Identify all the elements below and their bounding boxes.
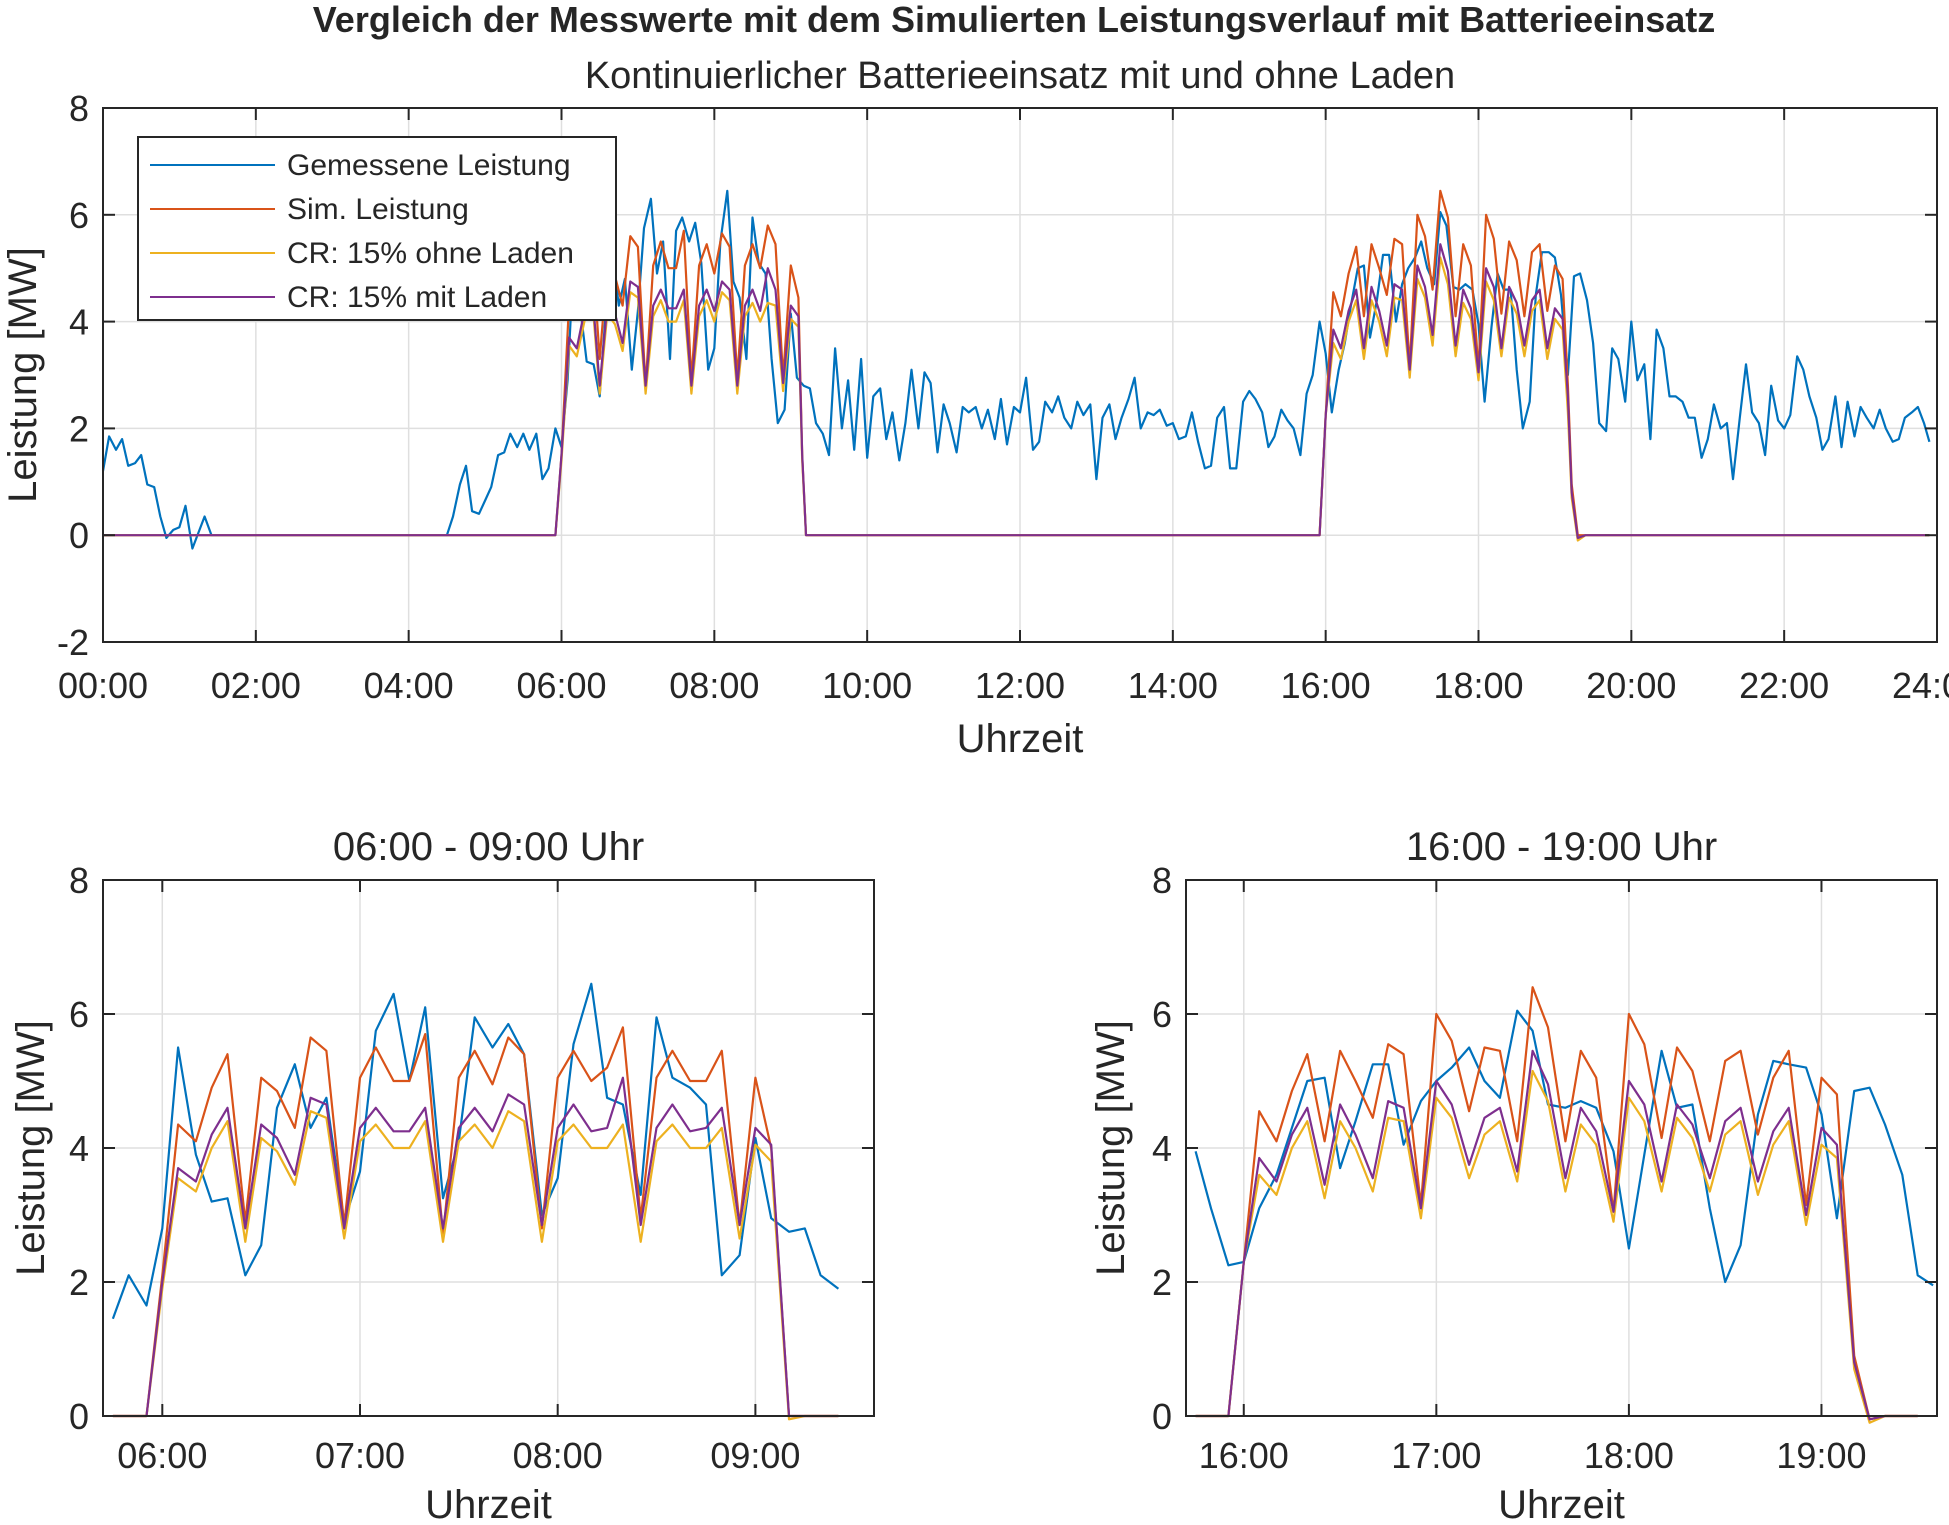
y-tick-label: 0 <box>69 1396 89 1437</box>
series-line-cr-with <box>103 243 1930 539</box>
series-line-measured <box>101 189 1931 550</box>
x-tick-label: 08:00 <box>669 665 759 706</box>
x-tick-label: 00:00 <box>58 665 148 706</box>
x-tick-label: 24:00 <box>1892 665 1949 706</box>
x-tick-label: 18:00 <box>1584 1435 1674 1476</box>
legend-label-cr-without: CR: 15% ohne Laden <box>287 237 574 270</box>
y-tick-label: 8 <box>69 860 89 901</box>
x-tick-label: 22:00 <box>1739 665 1829 706</box>
series-line-simulated <box>1195 986 1918 1421</box>
x-tick-label: 14:00 <box>1128 665 1218 706</box>
x-axis-label: Uhrzeit <box>425 1483 552 1525</box>
overview-plot: 00:00 02:00 04:00 06:00 08:00 10:00 12:00 14:00… <box>1 55 1949 761</box>
legend-label-simulated: Sim. Leistung <box>287 193 469 226</box>
y-tick-label: -2 <box>57 622 89 663</box>
y-tick-label: 4 <box>69 1128 89 1169</box>
series-line-measured <box>111 982 840 1320</box>
x-tick-label: 08:00 <box>513 1435 603 1476</box>
x-tick-label: 10:00 <box>822 665 912 706</box>
legend: Gemessene Leistung Sim. Leistung CR: 15%… <box>137 136 617 321</box>
x-tick-label: 19:00 <box>1776 1435 1866 1476</box>
y-axis-label: Leistung [MW] <box>1089 1020 1133 1276</box>
morning-zoom-plot: 06:00 07:00 08:00 09:00 0 2 4 6 8 06:00 - 09:00 U… <box>9 825 875 1525</box>
legend-entry-cr-without: CR: 15% ohne Laden <box>150 237 574 270</box>
y-tick-label: 8 <box>1152 860 1172 901</box>
y-tick-label: 2 <box>1152 1262 1172 1303</box>
y-tick-label: 4 <box>69 302 89 343</box>
y-tick-label: 6 <box>69 994 89 1035</box>
x-tick-label: 02:00 <box>211 665 301 706</box>
series-line-simulated <box>112 1026 839 1418</box>
series-line-cr-without <box>112 1110 839 1421</box>
y-tick-label: 6 <box>69 195 89 236</box>
legend-box <box>137 136 617 321</box>
x-tick-label: 18:00 <box>1433 665 1523 706</box>
plot-title: 16:00 - 19:00 Uhr <box>1406 825 1717 869</box>
x-axis-label: Uhrzeit <box>957 717 1084 761</box>
evening-zoom-plot: 16:00 17:00 18:00 19:00 0 2 4 6 8 16:00 - 19:00 U… <box>1089 825 1938 1525</box>
y-tick-label: 2 <box>69 1262 89 1303</box>
y-tick-label: 2 <box>69 408 89 449</box>
series-line-cr-without <box>1195 1069 1918 1424</box>
legend-entry-cr-with: CR: 15% mit Laden <box>150 281 547 314</box>
x-tick-label: 16:00 <box>1281 665 1371 706</box>
legend-label-measured: Gemessene Leistung <box>287 149 571 182</box>
y-tick-label: 0 <box>1152 1396 1172 1437</box>
x-tick-label: 16:00 <box>1199 1435 1289 1476</box>
series-line-cr-with <box>112 1076 839 1418</box>
y-axis-label: Leistung [MW] <box>9 1020 53 1276</box>
y-axis-label: Leistung [MW] <box>1 247 45 503</box>
y-tick-label: 8 <box>69 88 89 129</box>
figure-title: Vergleich der Messwerte mit dem Simulier… <box>313 0 1715 40</box>
legend-label-cr-with: CR: 15% mit Laden <box>287 281 547 314</box>
series-line-measured <box>1194 1009 1934 1287</box>
y-tick-label: 4 <box>1152 1128 1172 1169</box>
x-tick-label: 20:00 <box>1586 665 1676 706</box>
x-tick-label: 17:00 <box>1391 1435 1481 1476</box>
plot-title: Kontinuierlicher Batterieeinsatz mit und… <box>585 55 1455 97</box>
legend-entry-simulated: Sim. Leistung <box>150 193 469 226</box>
x-axis-label: Uhrzeit <box>1498 1483 1625 1525</box>
x-tick-label: 07:00 <box>315 1435 405 1476</box>
x-tick-label: 12:00 <box>975 665 1065 706</box>
plot-title: 06:00 - 09:00 Uhr <box>333 825 644 869</box>
legend-entry-measured: Gemessene Leistung <box>150 149 571 182</box>
series-line-cr-with <box>1195 1049 1918 1421</box>
x-tick-label: 09:00 <box>710 1435 800 1476</box>
x-tick-label: 06:00 <box>117 1435 207 1476</box>
x-tick-label: 06:00 <box>516 665 606 706</box>
x-tick-label: 04:00 <box>364 665 454 706</box>
y-tick-label: 0 <box>69 515 89 556</box>
y-tick-label: 6 <box>1152 994 1172 1035</box>
